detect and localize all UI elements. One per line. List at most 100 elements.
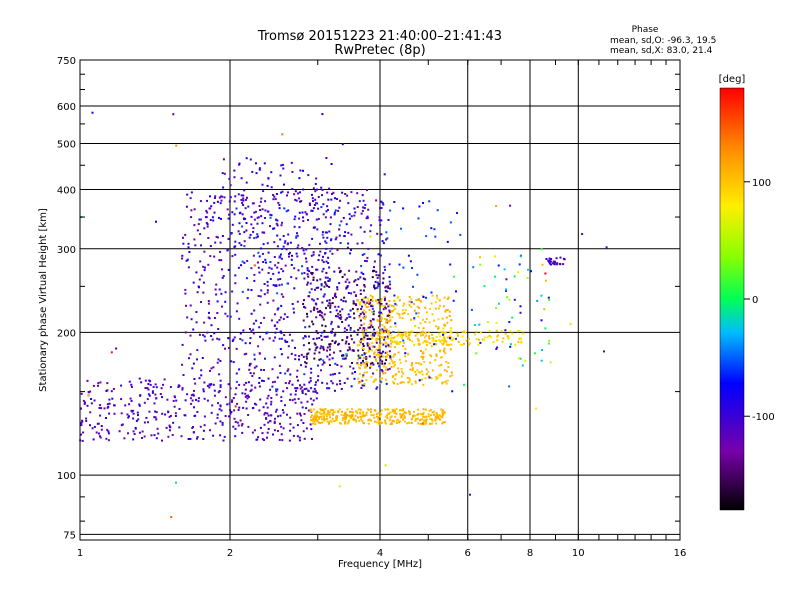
data-point bbox=[341, 417, 344, 420]
data-point bbox=[239, 338, 242, 340]
data-point bbox=[414, 380, 417, 383]
grid-layer bbox=[80, 59, 680, 540]
data-point bbox=[113, 412, 116, 415]
data-point bbox=[328, 411, 331, 414]
data-point bbox=[349, 252, 352, 255]
data-point bbox=[273, 241, 276, 244]
data-point bbox=[301, 406, 304, 409]
data-point bbox=[282, 167, 285, 170]
data-point bbox=[298, 177, 301, 180]
data-point bbox=[299, 384, 301, 387]
data-point bbox=[373, 284, 376, 287]
data-point bbox=[205, 221, 208, 224]
data-point bbox=[344, 193, 347, 195]
data-point bbox=[218, 373, 221, 376]
data-point bbox=[187, 266, 190, 269]
x-tick-label: 2 bbox=[227, 548, 233, 559]
data-point bbox=[154, 383, 157, 386]
data-point bbox=[284, 264, 287, 267]
data-point bbox=[100, 428, 103, 431]
data-point bbox=[322, 408, 325, 411]
data-point bbox=[329, 416, 332, 419]
data-point bbox=[340, 413, 343, 416]
data-point bbox=[255, 210, 257, 213]
data-point bbox=[446, 379, 449, 382]
data-point bbox=[208, 311, 210, 314]
data-point bbox=[430, 302, 433, 305]
data-point bbox=[362, 374, 365, 377]
data-point bbox=[326, 236, 329, 239]
data-point bbox=[431, 336, 434, 339]
data-point bbox=[360, 308, 363, 310]
data-point bbox=[330, 322, 333, 325]
data-point bbox=[339, 199, 342, 202]
data-point bbox=[314, 198, 317, 201]
data-point bbox=[303, 277, 306, 280]
data-point bbox=[431, 340, 434, 343]
data-point bbox=[380, 200, 383, 203]
data-point bbox=[270, 267, 273, 270]
data-point bbox=[173, 405, 176, 408]
data-point bbox=[286, 340, 289, 343]
data-point bbox=[304, 361, 307, 364]
data-point bbox=[388, 313, 391, 315]
data-point bbox=[144, 379, 147, 382]
data-point bbox=[420, 378, 423, 381]
data-point bbox=[378, 219, 381, 222]
data-point bbox=[252, 328, 255, 331]
data-point bbox=[436, 209, 439, 212]
data-point bbox=[369, 411, 372, 414]
data-point bbox=[251, 170, 254, 173]
data-point bbox=[105, 437, 108, 440]
data-point bbox=[202, 334, 205, 337]
data-point bbox=[146, 387, 149, 390]
data-point bbox=[273, 325, 276, 327]
data-point bbox=[312, 200, 314, 202]
data-point bbox=[181, 254, 184, 257]
data-point bbox=[232, 338, 235, 341]
data-point bbox=[362, 338, 365, 341]
data-point bbox=[324, 276, 327, 279]
data-point bbox=[390, 422, 393, 425]
data-point bbox=[339, 350, 342, 353]
data-point bbox=[294, 354, 297, 357]
data-point bbox=[385, 231, 388, 234]
data-point bbox=[425, 340, 427, 343]
data-point bbox=[423, 360, 426, 363]
data-point bbox=[400, 375, 403, 378]
data-point bbox=[360, 418, 363, 421]
data-point bbox=[343, 330, 346, 333]
data-point bbox=[418, 205, 421, 208]
data-point bbox=[347, 231, 350, 234]
data-point bbox=[128, 380, 131, 383]
data-point bbox=[259, 200, 262, 203]
data-point bbox=[436, 297, 439, 300]
data-point bbox=[498, 302, 500, 305]
data-point bbox=[290, 161, 293, 164]
data-point bbox=[437, 318, 440, 321]
data-point bbox=[280, 293, 283, 296]
data-point bbox=[208, 386, 211, 389]
data-point bbox=[441, 339, 444, 342]
data-point bbox=[273, 256, 276, 258]
data-point bbox=[366, 189, 368, 192]
data-point bbox=[396, 340, 399, 343]
data-point bbox=[448, 315, 451, 317]
data-point bbox=[95, 431, 98, 434]
data-point bbox=[294, 358, 297, 361]
data-point bbox=[393, 420, 395, 423]
data-point bbox=[322, 236, 325, 239]
data-point bbox=[286, 243, 289, 246]
data-point bbox=[171, 434, 174, 436]
data-point bbox=[422, 327, 425, 330]
data-point bbox=[326, 346, 329, 349]
data-point bbox=[428, 415, 430, 418]
data-point bbox=[346, 377, 349, 380]
data-point bbox=[322, 261, 325, 264]
data-point bbox=[365, 413, 368, 416]
data-point bbox=[433, 319, 436, 322]
data-point bbox=[309, 397, 312, 400]
data-point bbox=[519, 357, 522, 360]
data-point bbox=[320, 409, 323, 412]
data-point bbox=[361, 384, 364, 387]
